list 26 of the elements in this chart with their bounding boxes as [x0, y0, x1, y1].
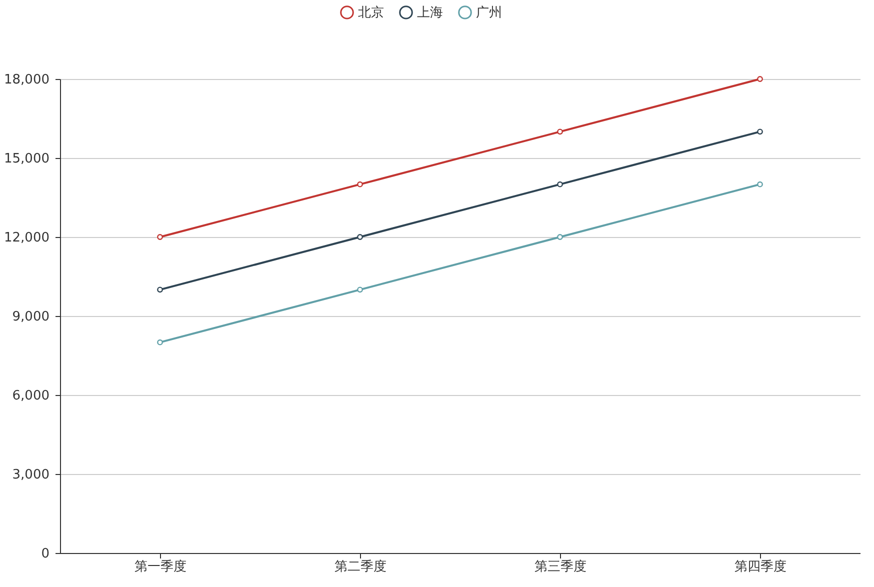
point — [157, 286, 163, 293]
point — [757, 181, 763, 188]
y-tick-label: 15,000 — [4, 152, 50, 166]
y-tick-label: 0 — [41, 546, 50, 562]
point — [357, 181, 363, 188]
x-tick-label: 第一季度 — [134, 558, 186, 574]
y-tick-label: 18,000 — [4, 72, 50, 88]
point — [157, 234, 163, 240]
point — [757, 76, 763, 82]
legend-label: 广州 — [476, 5, 502, 20]
point — [357, 234, 363, 240]
legend-label: 北京 — [358, 5, 384, 20]
x-tick-label: 第二季度 — [334, 558, 386, 574]
point — [557, 128, 563, 135]
x-tick-label: 第四季度 — [734, 558, 786, 574]
point — [157, 339, 163, 346]
y-tick-label: 3,000 — [12, 468, 50, 482]
y-tick-label: 6,000 — [12, 388, 50, 404]
point — [557, 181, 563, 188]
point — [757, 128, 763, 135]
y-tick-label: 12,000 — [4, 230, 50, 246]
y-tick-label: 9,000 — [12, 310, 50, 324]
point — [557, 234, 563, 240]
point — [357, 286, 363, 293]
legend-label: 上海 — [417, 5, 443, 20]
x-tick-label: 第三季度 — [534, 558, 586, 574]
